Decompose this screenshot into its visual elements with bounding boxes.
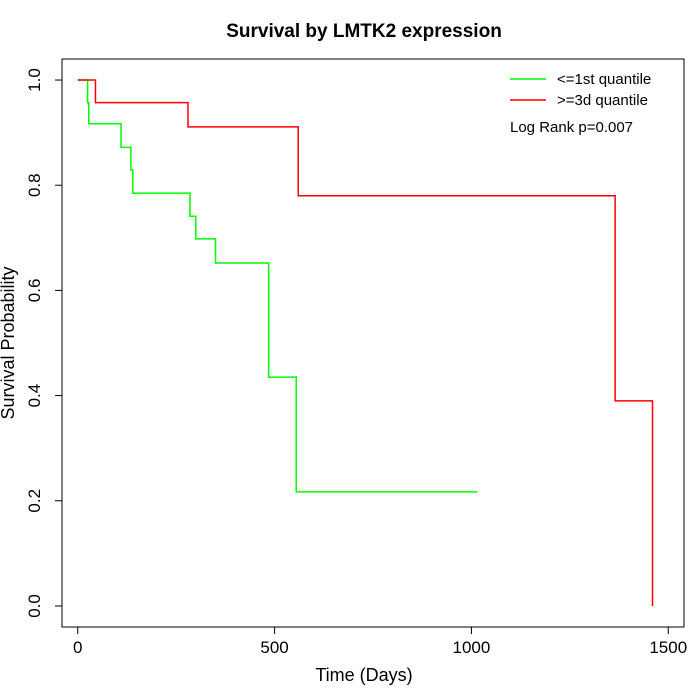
x-tick-label: 1500 xyxy=(649,638,687,657)
y-tick-label: 0.8 xyxy=(25,173,44,197)
x-axis: 0 500 1000 1500 xyxy=(73,626,687,657)
series-line-low xyxy=(77,79,478,493)
y-tick-label: 0.6 xyxy=(25,279,44,303)
legend: <=1st quantile >=3d quantile xyxy=(510,71,651,109)
x-tick-label: 500 xyxy=(260,638,288,657)
x-tick-label: 1000 xyxy=(453,638,491,657)
series-layer xyxy=(77,79,654,606)
logrank-annotation: Log Rank p=0.007 xyxy=(510,119,633,136)
y-tick-label: 0.0 xyxy=(25,594,44,618)
plot-frame xyxy=(61,58,685,628)
series-line-high xyxy=(77,79,654,606)
y-axis-label: Survival Probability xyxy=(0,266,18,419)
y-tick-label: 0.4 xyxy=(25,384,44,408)
y-axis: 0.0 0.2 0.4 0.6 0.8 1.0 xyxy=(25,68,63,618)
x-axis-label: Time (Days) xyxy=(315,665,412,685)
legend-label-low: <=1st quantile xyxy=(557,71,651,88)
legend-label-high: >=3d quantile xyxy=(557,92,648,109)
x-tick-label: 0 xyxy=(73,638,82,657)
y-tick-label: 1.0 xyxy=(25,68,44,92)
chart-title: Survival by LMTK2 expression xyxy=(226,21,502,42)
y-tick-label: 0.2 xyxy=(25,489,44,513)
